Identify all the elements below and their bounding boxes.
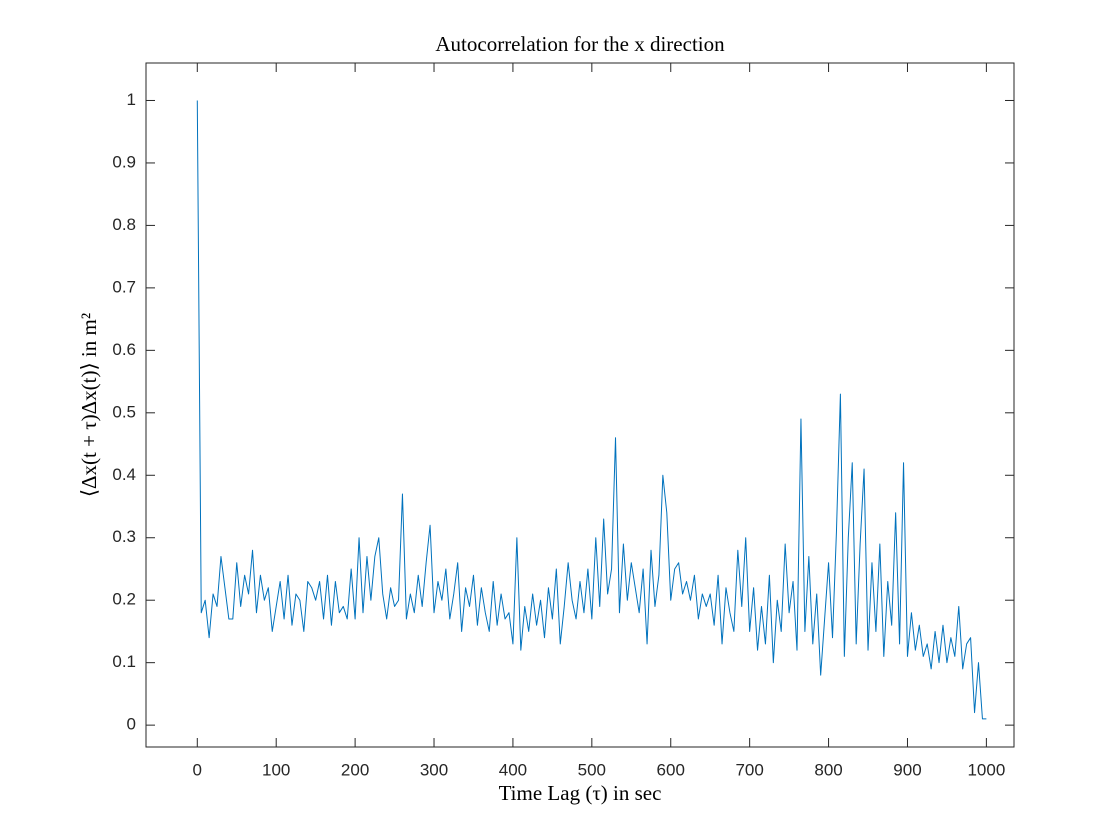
x-tick-label: 600 bbox=[657, 760, 685, 779]
x-axis-label: Time Lag (τ) in sec bbox=[499, 781, 662, 805]
x-tick-label: 300 bbox=[420, 760, 448, 779]
y-tick-label: 0.8 bbox=[112, 215, 136, 234]
x-tick-label: 800 bbox=[814, 760, 842, 779]
y-tick-label: 0.9 bbox=[112, 152, 136, 171]
plot-frame bbox=[145, 62, 1015, 748]
y-tick-label: 0.7 bbox=[112, 277, 136, 296]
y-tick-label: 0.1 bbox=[112, 652, 136, 671]
chart-title: Autocorrelation for the x direction bbox=[435, 32, 725, 56]
x-tick-label: 1000 bbox=[967, 760, 1005, 779]
x-tick-label: 100 bbox=[262, 760, 290, 779]
y-tick-label: 0.5 bbox=[112, 402, 136, 421]
x-tick-label: 400 bbox=[499, 760, 527, 779]
x-tick-label: 200 bbox=[341, 760, 369, 779]
y-tick-label: 0.3 bbox=[112, 527, 136, 546]
y-tick-label: 0.4 bbox=[112, 465, 136, 484]
y-axis-label: ⟨Δx(t + τ)Δx(t)⟩ in m² bbox=[77, 313, 101, 497]
x-tick-label: 0 bbox=[193, 760, 202, 779]
y-tick-label: 0.6 bbox=[112, 340, 136, 359]
x-tick-label: 700 bbox=[735, 760, 763, 779]
y-tick-label: 1 bbox=[127, 90, 136, 109]
x-tick-label: 500 bbox=[578, 760, 606, 779]
data-line bbox=[196, 100, 987, 720]
x-tick-label: 900 bbox=[893, 760, 921, 779]
y-tick-label: 0.2 bbox=[112, 590, 136, 609]
y-tick-label: 0 bbox=[127, 715, 136, 734]
